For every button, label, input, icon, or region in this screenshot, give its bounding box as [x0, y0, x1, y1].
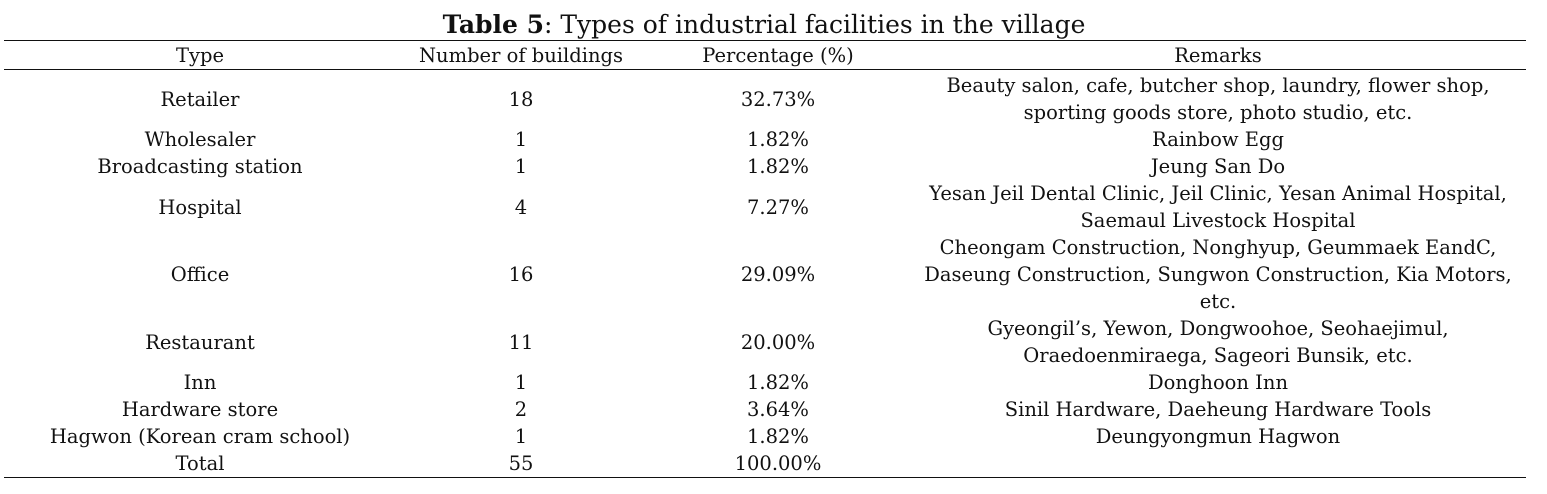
- table-caption: Table 5: Types of industrial facilities …: [0, 8, 1528, 42]
- cell-type: Restaurant: [145, 330, 255, 354]
- cell-percentage: 1.82%: [747, 128, 809, 151]
- header-type: Type: [4, 40, 396, 70]
- table-row: Hagwon (Korean cram school) 1 1.82% Deun…: [4, 423, 1526, 450]
- total-row: Total 55 100.00%: [4, 450, 1526, 478]
- table-header: Type Number of buildings Percentage (%) …: [4, 40, 1526, 70]
- cell-remarks: Rainbow Egg: [1152, 128, 1284, 151]
- cell-remarks: [910, 450, 1526, 478]
- header-number-of-buildings: Number of buildings: [396, 40, 646, 70]
- table-row: Restaurant 11 20.00% Gyeongil’s, Yewon, …: [4, 315, 1526, 369]
- header-row: Type Number of buildings Percentage (%) …: [4, 40, 1526, 70]
- cell-percentage: 20.00%: [740, 330, 816, 354]
- cell-type: Inn: [183, 371, 217, 394]
- header-percentage: Percentage (%): [646, 40, 910, 70]
- cell-number: 55: [396, 450, 646, 478]
- cell-remarks: Jeung San Do: [1150, 155, 1286, 178]
- header-remarks: Remarks: [910, 40, 1526, 70]
- cell-percentage: 1.82%: [747, 425, 809, 448]
- table-row: Office 16 29.09% Cheongam Construction, …: [4, 234, 1526, 315]
- cell-type: Broadcasting station: [97, 155, 303, 178]
- cell-number: 1: [514, 425, 528, 448]
- table-row: Hardware store 2 3.64% Sinil Hardware, D…: [4, 396, 1526, 423]
- table-row: Broadcasting station 1 1.82% Jeung San D…: [4, 153, 1526, 180]
- cell-type: Hardware store: [121, 398, 279, 421]
- cell-remarks: Yesan Jeil Dental Clinic, Jeil Clinic, Y…: [929, 182, 1507, 232]
- table-row: Inn 1 1.82% Donghoon Inn: [4, 369, 1526, 396]
- cell-remarks: Sinil Hardware, Daeheung Hardware Tools: [1004, 398, 1432, 421]
- cell-number: 18: [508, 87, 534, 111]
- cell-type: Wholesaler: [144, 128, 256, 151]
- cell-percentage: 1.82%: [747, 371, 809, 394]
- cell-number: 1: [514, 128, 528, 151]
- table-body: Retailer 18 32.73% Beauty salon, cafe, b…: [4, 70, 1526, 478]
- cell-remarks: Donghoon Inn: [1147, 371, 1289, 394]
- cell-number: 1: [514, 371, 528, 394]
- cell-number: 1: [514, 155, 528, 178]
- cell-type: Retailer: [160, 87, 240, 111]
- cell-remarks: Deungyongmun Hagwon: [1095, 425, 1341, 448]
- table-caption-label: Table 5: [442, 10, 545, 39]
- cell-percentage: 29.09%: [740, 263, 816, 286]
- cell-percentage: 3.64%: [747, 398, 809, 421]
- table-caption-text: : Types of industrial facilities in the …: [544, 10, 1086, 39]
- cell-remarks: Cheongam Construction, Nonghyup, Geummae…: [924, 236, 1512, 313]
- cell-percentage: 1.82%: [747, 155, 809, 178]
- cell-number: 2: [514, 398, 528, 421]
- table-row: Retailer 18 32.73% Beauty salon, cafe, b…: [4, 70, 1526, 127]
- facilities-table: Type Number of buildings Percentage (%) …: [4, 40, 1526, 478]
- cell-type: Hagwon (Korean cram school): [49, 425, 351, 448]
- cell-type: Hospital: [158, 195, 242, 219]
- cell-number: 4: [514, 195, 528, 219]
- table-row: Wholesaler 1 1.82% Rainbow Egg: [4, 126, 1526, 153]
- cell-type: Office: [170, 263, 230, 286]
- table-row: Hospital 4 7.27% Yesan Jeil Dental Clini…: [4, 180, 1526, 234]
- cell-number: 11: [508, 330, 534, 354]
- cell-percentage: 100.00%: [646, 450, 910, 478]
- cell-number: 16: [508, 263, 534, 286]
- cell-remarks: Gyeongil’s, Yewon, Dongwoohoe, Seohaejim…: [987, 317, 1449, 367]
- cell-type: Total: [4, 450, 396, 478]
- cell-percentage: 7.27%: [747, 195, 809, 219]
- cell-percentage: 32.73%: [740, 87, 816, 111]
- cell-remarks: Beauty salon, cafe, butcher shop, laundr…: [946, 74, 1490, 124]
